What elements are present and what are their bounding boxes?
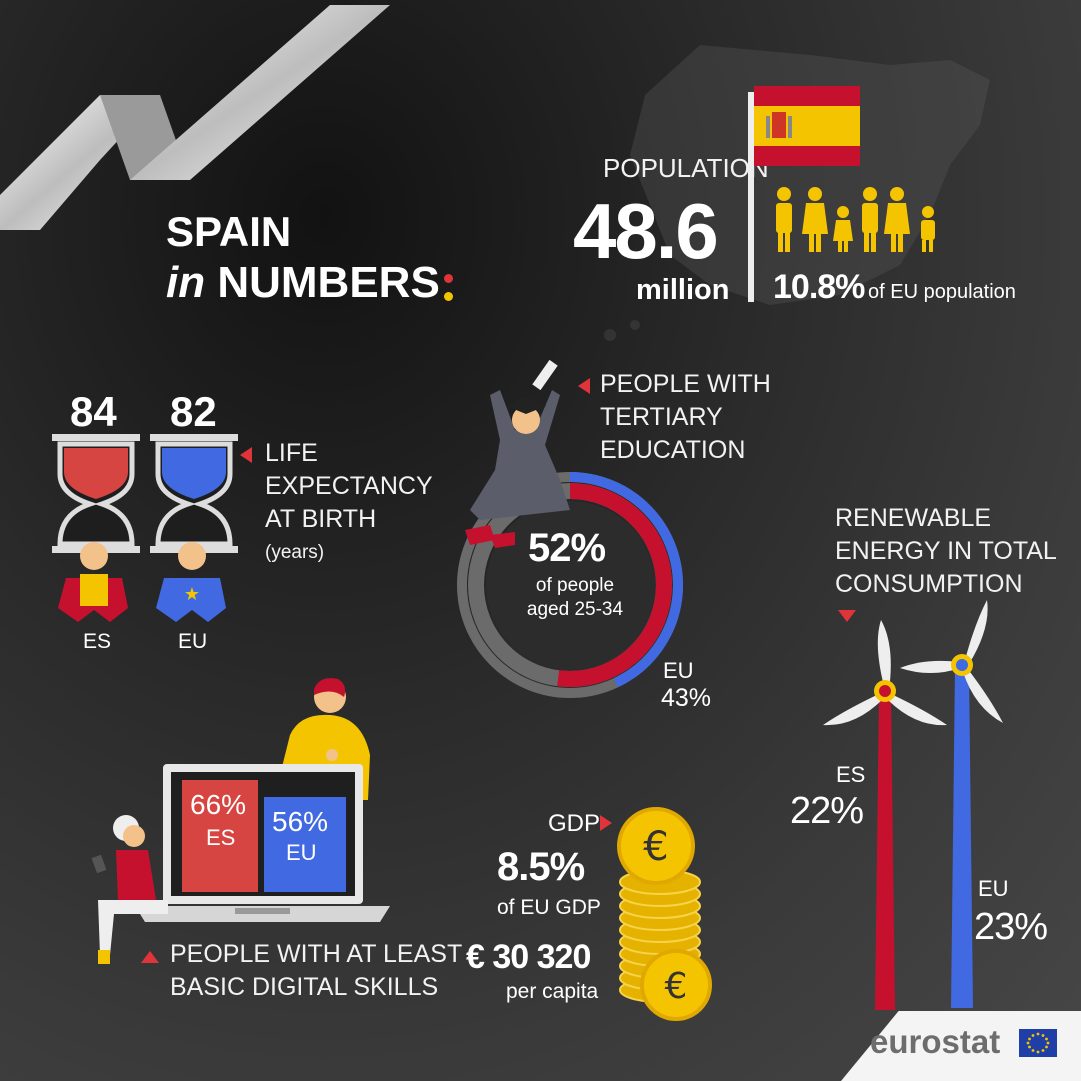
digital-eu-label: EU xyxy=(286,840,317,865)
family-icon xyxy=(776,187,935,252)
population-unit: million xyxy=(636,274,730,306)
spain-flag-icon xyxy=(754,86,860,166)
eu-flag-icon xyxy=(1019,1029,1057,1057)
page-title-line2: in NUMBERS xyxy=(166,258,440,308)
tertiary-value: 52% xyxy=(528,526,606,570)
renewable-label-line3: CONSUMPTION xyxy=(835,570,1023,598)
population-label: POPULATION xyxy=(603,153,769,183)
digital-eu-bar xyxy=(264,797,346,892)
title-main: NUMBERS xyxy=(217,258,440,307)
tertiary-donut-chart xyxy=(457,472,683,698)
life-expectancy-label: LIFE EXPECTANCY AT BIRTH (years) xyxy=(265,437,433,569)
colon-dot-red xyxy=(444,274,453,283)
tertiary-label: PEOPLE WITH TERTIARY EDUCATION xyxy=(600,368,771,467)
population-eu-share-label: of EU population xyxy=(868,281,1016,303)
digital-label-line2: BASIC DIGITAL SKILLS xyxy=(170,973,439,1001)
hourglass-es-icon xyxy=(52,434,140,553)
brand-name: eurostat xyxy=(870,1023,1001,1060)
population-value: 48.6 xyxy=(573,187,719,275)
colon-dot-yellow xyxy=(444,292,453,301)
life-pointer-icon xyxy=(240,447,252,463)
tertiary-label-line3: EDUCATION xyxy=(600,436,746,464)
woman-with-phone-icon xyxy=(91,815,168,964)
renewable-pointer-icon xyxy=(838,610,856,622)
svg-text:€: € xyxy=(643,824,668,870)
es-arc xyxy=(468,483,672,687)
digital-pointer-icon xyxy=(141,951,159,963)
renewable-es-label: ES xyxy=(836,762,866,787)
life-label-line3: AT BIRTH xyxy=(265,505,377,533)
renewable-label-line2: ENERGY IN TOTAL xyxy=(835,537,1057,565)
life-expectancy-eu-value: 82 xyxy=(170,388,217,435)
wind-turbine-es-icon xyxy=(823,620,947,1010)
renewable-label: RENEWABLE ENERGY IN TOTAL CONSUMPTION xyxy=(835,502,1057,601)
wind-turbine-eu-icon xyxy=(900,600,1003,1008)
tertiary-desc-line1: of people xyxy=(535,575,615,596)
baby-eu-icon: ★ xyxy=(156,542,226,622)
renewable-eu-label: EU xyxy=(978,876,1009,901)
gdp-share-label: of EU GDP xyxy=(497,896,601,919)
population-eu-share: 10.8% xyxy=(773,268,865,306)
hourglass-eu-icon xyxy=(150,434,238,553)
gdp-label: GDP xyxy=(548,810,601,837)
page-title-line1: SPAIN xyxy=(166,208,292,255)
digital-eu-value: 56% xyxy=(272,806,329,837)
flag-pole xyxy=(748,92,754,302)
tertiary-desc-line2: aged 25-34 xyxy=(526,599,624,620)
life-label-unit: (years) xyxy=(265,542,325,563)
tertiary-desc: of people aged 25-34 xyxy=(510,574,640,622)
digital-skills-label: PEOPLE WITH AT LEAST BASIC DIGITAL SKILL… xyxy=(170,938,462,1004)
gdp-per-capita: € 30 320 xyxy=(466,938,591,976)
baby-es-icon xyxy=(58,542,128,622)
eu-arc xyxy=(457,472,683,698)
renewable-label-line1: RENEWABLE xyxy=(835,504,992,532)
life-expectancy-es-value: 84 xyxy=(70,388,117,435)
tertiary-label-line2: TERTIARY xyxy=(600,403,723,431)
graduate-icon xyxy=(465,359,570,548)
digital-es-value: 66% xyxy=(190,789,247,820)
tertiary-pointer-icon xyxy=(578,378,590,394)
svg-text:★: ★ xyxy=(184,584,200,605)
life-eu-label: EU xyxy=(178,630,208,653)
title-prefix: in xyxy=(166,258,206,307)
gdp-per-capita-label: per capita xyxy=(506,980,599,1003)
gdp-share: 8.5% xyxy=(497,845,585,889)
renewable-eu-value: 23% xyxy=(974,906,1048,948)
life-label-line2: EXPECTANCY xyxy=(265,472,433,500)
digital-es-bar xyxy=(182,780,258,892)
gdp-pointer-icon xyxy=(600,815,612,831)
digital-es-label: ES xyxy=(206,825,236,850)
renewable-es-value: 22% xyxy=(790,790,864,832)
euro-coin-stack-icon: € € xyxy=(617,807,712,1021)
ribbon-decoration xyxy=(0,5,390,230)
life-es-label: ES xyxy=(83,630,112,653)
tertiary-label-line1: PEOPLE WITH xyxy=(600,370,771,398)
digital-label-line1: PEOPLE WITH AT LEAST xyxy=(170,940,463,968)
life-label-line1: LIFE xyxy=(265,439,318,467)
tertiary-eu-label: EU xyxy=(663,658,694,683)
svg-text:€: € xyxy=(665,966,688,1007)
tertiary-eu-value: 43% xyxy=(661,684,712,712)
